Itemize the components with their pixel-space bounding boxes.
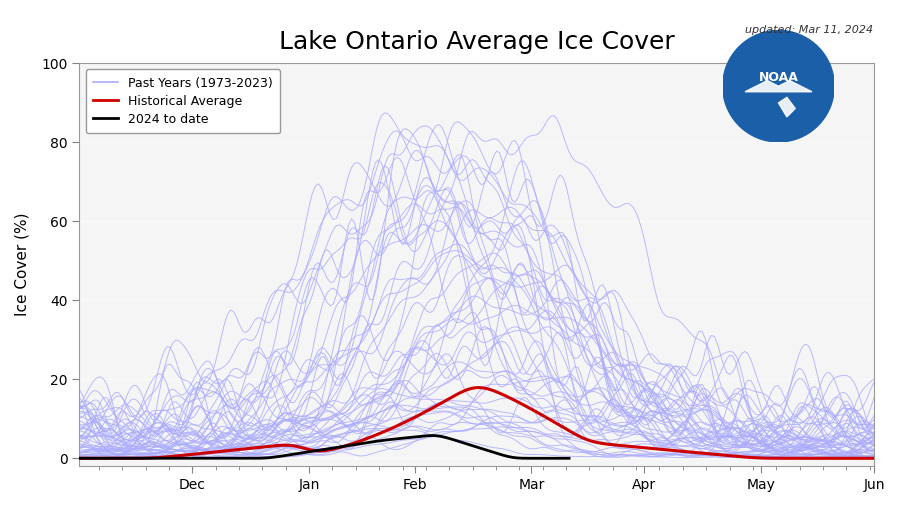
Polygon shape <box>778 97 796 117</box>
Title: Lake Ontario Average Ice Cover: Lake Ontario Average Ice Cover <box>279 30 675 54</box>
Y-axis label: Ice Cover (%): Ice Cover (%) <box>15 213 30 316</box>
Text: updated: Mar 11, 2024: updated: Mar 11, 2024 <box>745 25 873 35</box>
Polygon shape <box>745 81 812 92</box>
Legend: Past Years (1973-2023), Historical Average, 2024 to date: Past Years (1973-2023), Historical Avera… <box>86 69 280 133</box>
Text: NOAA: NOAA <box>759 71 798 84</box>
Polygon shape <box>723 30 834 142</box>
